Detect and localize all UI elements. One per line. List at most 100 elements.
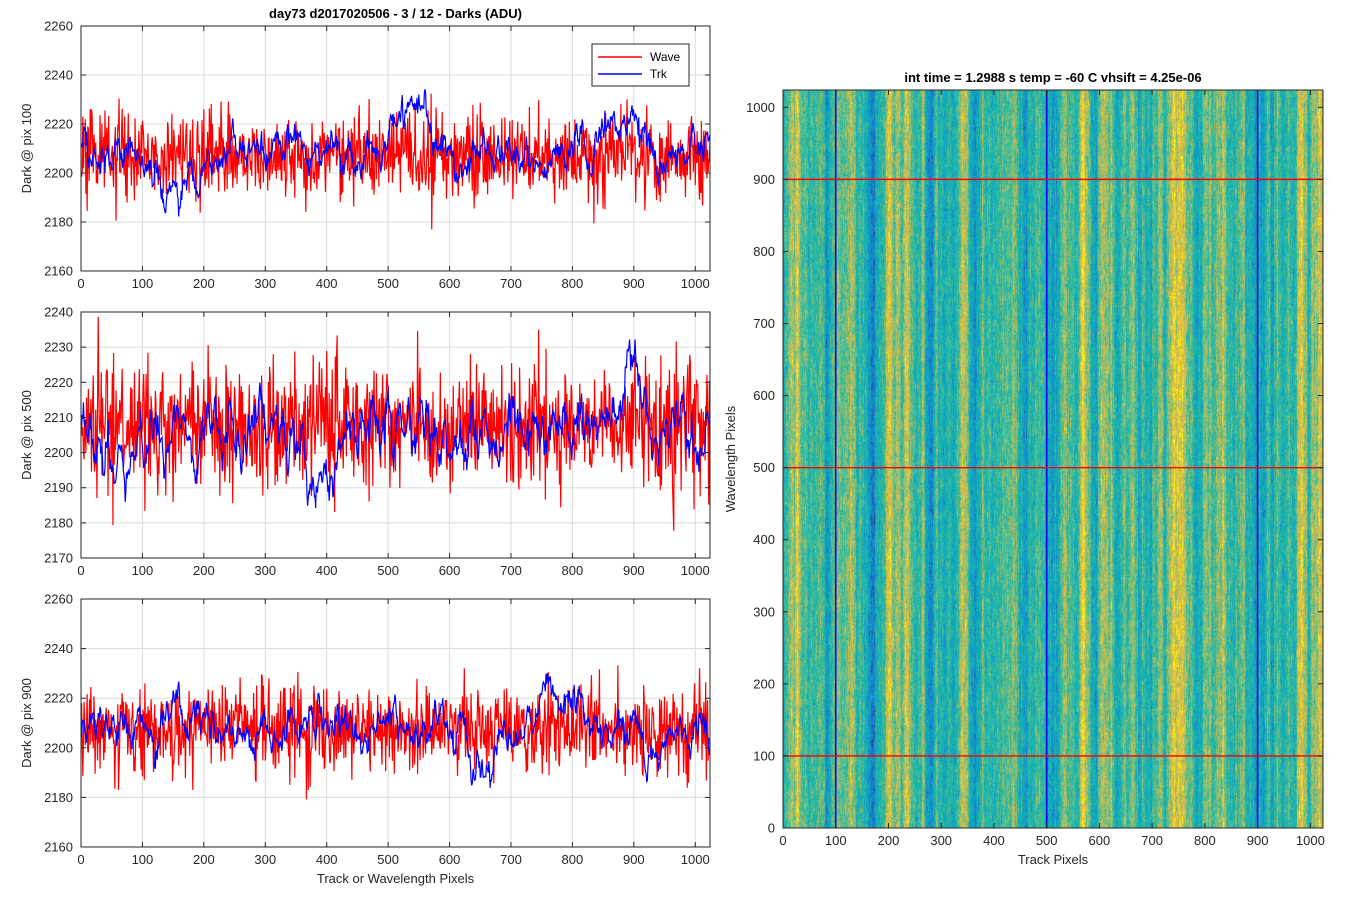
y-tick-label: 2180 <box>44 515 73 530</box>
axes-box <box>80 598 711 848</box>
x-tick-label: 400 <box>316 563 338 578</box>
series-line-trk <box>81 89 710 217</box>
y-tick-label: 500 <box>753 460 775 475</box>
x-tick-label: 700 <box>1141 833 1163 848</box>
y-tick-label: 2260 <box>44 19 73 34</box>
series-line-trk <box>81 672 710 788</box>
y-tick-label: 2230 <box>44 340 73 355</box>
line-plot-pix-100: 0 100 200 300 400 500 600 700 800 900 1000 2160 2180… <box>19 6 711 291</box>
x-tick-label: 700 <box>500 276 522 291</box>
heatmap-image <box>783 90 1323 828</box>
y-tick-label: 2160 <box>44 840 73 855</box>
x-tick-label: 1000 <box>1296 833 1325 848</box>
legend-label-trk: Trk <box>650 67 668 81</box>
y-axis-label: Dark @ pix 900 <box>19 678 34 768</box>
x-tick-label: 600 <box>439 563 461 578</box>
x-tick-label: 500 <box>377 563 399 578</box>
y-tick-label: 2210 <box>44 410 73 425</box>
series-line-wave <box>81 93 710 230</box>
x-tick-label: 200 <box>193 276 215 291</box>
x-tick-label: 100 <box>825 833 847 848</box>
y-tick-label: 2220 <box>44 375 73 390</box>
y-tick-label: 100 <box>753 748 775 763</box>
x-tick-label: 700 <box>500 852 522 867</box>
x-axis-label: Track or Wavelength Pixels <box>317 871 475 886</box>
y-tick-label: 2180 <box>44 215 73 230</box>
x-tick-label: 0 <box>77 276 84 291</box>
x-tick-label: 200 <box>193 563 215 578</box>
y-tick-label: 600 <box>753 388 775 403</box>
y-tick-label: 800 <box>753 244 775 259</box>
x-tick-label: 1000 <box>681 852 710 867</box>
x-tick-label: 500 <box>377 852 399 867</box>
x-tick-label: 400 <box>316 852 338 867</box>
x-tick-label: 800 <box>562 563 584 578</box>
x-tick-label: 0 <box>779 833 786 848</box>
y-tick-label: 2180 <box>44 790 73 805</box>
x-tick-label: 200 <box>193 852 215 867</box>
x-tick-label: 0 <box>77 852 84 867</box>
heatmap-panel: 0 100 200 300 400 500 600 700 800 900 1000 0 100 200 3… <box>723 70 1325 867</box>
line-plot-pix-900: 0 100 200 300 400 500 600 700 800 900 1000 2160 2180… <box>19 592 711 886</box>
y-tick-label: 900 <box>753 172 775 187</box>
legend-label-wave: Wave <box>650 50 681 64</box>
y-tick-label: 300 <box>753 604 775 619</box>
x-tick-label: 500 <box>1036 833 1058 848</box>
x-tick-label: 900 <box>623 276 645 291</box>
x-tick-label: 600 <box>439 852 461 867</box>
x-tick-label: 800 <box>562 852 584 867</box>
y-tick-label: 400 <box>753 532 775 547</box>
axes-box <box>782 89 1324 829</box>
y-tick-label: 2200 <box>44 445 73 460</box>
x-tick-label: 100 <box>132 276 154 291</box>
y-tick-label: 2160 <box>44 264 73 279</box>
x-tick-label: 1000 <box>681 563 710 578</box>
x-tick-label: 700 <box>500 563 522 578</box>
x-tick-label: 100 <box>132 852 154 867</box>
axes-box <box>80 25 711 272</box>
line-plot-pix-500: 0 100 200 300 400 500 600 700 800 900 1000 2170 2180… <box>19 305 711 578</box>
x-tick-label: 300 <box>254 852 276 867</box>
y-tick-label: 200 <box>753 676 775 691</box>
x-tick-label: 800 <box>562 276 584 291</box>
x-tick-label: 900 <box>1247 833 1269 848</box>
y-tick-label: 2170 <box>44 551 73 566</box>
series-line-wave <box>81 665 710 800</box>
y-tick-label: 2240 <box>44 305 73 320</box>
x-tick-label: 0 <box>77 563 84 578</box>
x-tick-label: 400 <box>983 833 1005 848</box>
x-tick-label: 200 <box>878 833 900 848</box>
y-axis-label: Dark @ pix 100 <box>19 104 34 194</box>
y-tick-label: 2240 <box>44 68 73 83</box>
y-tick-label: 2190 <box>44 480 73 495</box>
x-tick-label: 900 <box>623 852 645 867</box>
y-tick-label: 2220 <box>44 691 73 706</box>
x-tick-label: 500 <box>377 276 399 291</box>
y-tick-label: 2240 <box>44 641 73 656</box>
x-tick-label: 300 <box>930 833 952 848</box>
series-line-trk <box>81 339 710 509</box>
x-tick-label: 600 <box>1089 833 1111 848</box>
x-tick-label: 300 <box>254 276 276 291</box>
y-tick-label: 1000 <box>746 100 775 115</box>
y-tick-label: 700 <box>753 316 775 331</box>
y-tick-label: 2200 <box>44 166 73 181</box>
chart-title: int time = 1.2988 s temp = -60 C vhsift … <box>904 70 1201 85</box>
x-tick-label: 300 <box>254 563 276 578</box>
legend-box <box>591 43 690 87</box>
legend: Wave Trk <box>591 43 690 87</box>
y-tick-label: 2200 <box>44 740 73 755</box>
x-tick-label: 600 <box>439 276 461 291</box>
x-tick-label: 900 <box>623 563 645 578</box>
y-axis-label: Wavelength Pixels <box>723 405 738 512</box>
x-tick-label: 800 <box>1194 833 1216 848</box>
y-axis-label: Dark @ pix 500 <box>19 390 34 480</box>
x-tick-label: 1000 <box>681 276 710 291</box>
axes-box <box>80 311 711 559</box>
chart-title: day73 d2017020506 - 3 / 12 - Darks (ADU) <box>269 6 522 21</box>
y-tick-label: 0 <box>768 821 775 836</box>
x-tick-label: 400 <box>316 276 338 291</box>
x-tick-label: 100 <box>132 563 154 578</box>
y-tick-label: 2260 <box>44 592 73 607</box>
